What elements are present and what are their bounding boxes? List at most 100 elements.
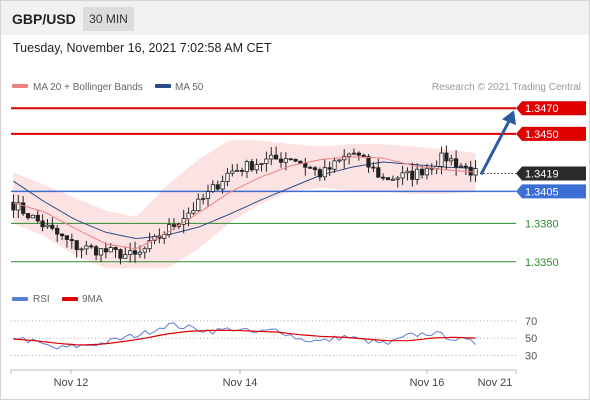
candle xyxy=(254,158,259,174)
candle-body xyxy=(98,248,104,256)
price-tag-resistance: 1.3470 xyxy=(516,101,586,116)
candle xyxy=(142,246,147,259)
rsi-tick-label: 70 xyxy=(525,316,537,328)
candle xyxy=(11,194,16,218)
candle xyxy=(239,167,245,177)
candle-body xyxy=(108,247,113,253)
candle-body xyxy=(40,220,45,228)
price-tag-box xyxy=(516,126,586,141)
price-tag-label: 1.3419 xyxy=(525,168,559,180)
candle-body xyxy=(55,227,60,235)
candle-body xyxy=(424,167,430,176)
candle xyxy=(288,158,293,161)
candle-body xyxy=(317,169,323,178)
candle xyxy=(293,158,298,163)
ma20-legend-swatch xyxy=(12,84,28,88)
candle xyxy=(200,194,206,205)
candle xyxy=(123,246,128,259)
timeframe-button[interactable]: 30 MIN xyxy=(83,7,134,31)
candle-body xyxy=(327,167,332,170)
candle-body xyxy=(132,250,138,255)
candle xyxy=(244,159,249,178)
candle-body xyxy=(264,158,269,164)
candle xyxy=(166,217,172,238)
price-tag-label: 1.3350 xyxy=(525,257,559,269)
candle xyxy=(458,162,464,168)
candle-body xyxy=(468,166,473,176)
candle-body xyxy=(230,170,235,174)
candle-body xyxy=(346,153,352,157)
candle-body xyxy=(235,169,240,172)
rsi-ma-legend-label: 9MA xyxy=(82,294,103,305)
candle-body xyxy=(390,178,396,181)
forecast-arrow-head xyxy=(502,110,516,126)
candle-body xyxy=(419,168,425,176)
candle-body xyxy=(254,164,259,171)
candle xyxy=(40,214,45,232)
price-tag-label: 1.3450 xyxy=(525,129,559,141)
candle xyxy=(89,243,94,249)
candle xyxy=(444,145,449,170)
copyright-text: Research © 2021 Trading Central xyxy=(432,82,581,93)
candle-body xyxy=(74,240,79,251)
candle xyxy=(220,175,225,194)
candle-body xyxy=(308,166,313,169)
forecast-arrow-shaft xyxy=(479,118,512,176)
candle xyxy=(332,157,337,173)
candle xyxy=(327,161,332,177)
candle xyxy=(385,177,391,181)
candle-body xyxy=(239,169,245,172)
x-axis: Nov 12 Nov 14 Nov 16 Nov 21 xyxy=(10,370,517,389)
candle-body xyxy=(273,154,279,160)
candle-body xyxy=(380,176,386,179)
candle-body xyxy=(113,247,118,250)
ma50-legend-label: MA 50 xyxy=(175,82,204,93)
candle xyxy=(463,163,468,176)
price-tag-resistance: 1.3450 xyxy=(516,126,586,141)
candle xyxy=(45,219,50,229)
candle xyxy=(235,163,240,172)
candle xyxy=(84,240,89,256)
candle xyxy=(395,175,400,188)
candle-body xyxy=(186,212,191,220)
candle-body xyxy=(137,251,142,255)
candle-body xyxy=(458,165,464,168)
candle-body xyxy=(332,160,337,170)
candle xyxy=(371,162,376,173)
candle xyxy=(361,153,366,158)
candle xyxy=(410,162,415,187)
rsi-ma-legend-swatch xyxy=(62,297,78,301)
rsi-legend-swatch xyxy=(12,297,28,301)
candle-body xyxy=(278,158,284,163)
candle-body xyxy=(244,161,249,172)
candle-body xyxy=(171,224,177,227)
candle-body xyxy=(21,202,26,214)
price-tag-box xyxy=(516,101,586,116)
candle xyxy=(308,165,313,169)
candle xyxy=(317,167,323,181)
candle-body xyxy=(269,154,274,160)
ma50-line xyxy=(13,161,476,239)
candle-body xyxy=(196,198,201,211)
candle-body xyxy=(89,245,94,248)
candle xyxy=(356,151,361,161)
price-tag-label: 1.3405 xyxy=(525,186,559,198)
candle xyxy=(298,160,303,164)
candle xyxy=(249,158,254,172)
price-tag-box xyxy=(516,166,586,181)
candle xyxy=(210,180,215,194)
candle xyxy=(351,148,357,156)
price-tag-pivot: 1.3405 xyxy=(516,184,586,199)
candle-body xyxy=(11,201,16,211)
candle xyxy=(196,193,201,212)
rsi-tick-label: 50 xyxy=(525,333,537,345)
candle xyxy=(449,154,454,166)
candle-body xyxy=(371,166,376,169)
chart-datetime: Tuesday, November 16, 2021 7:02:58 AM CE… xyxy=(13,41,272,55)
candle xyxy=(322,158,327,181)
candle-body xyxy=(463,165,468,168)
price-tag-label: 1.3380 xyxy=(525,218,559,230)
candle xyxy=(424,163,430,180)
candle-body xyxy=(142,248,147,253)
candle xyxy=(376,158,381,178)
